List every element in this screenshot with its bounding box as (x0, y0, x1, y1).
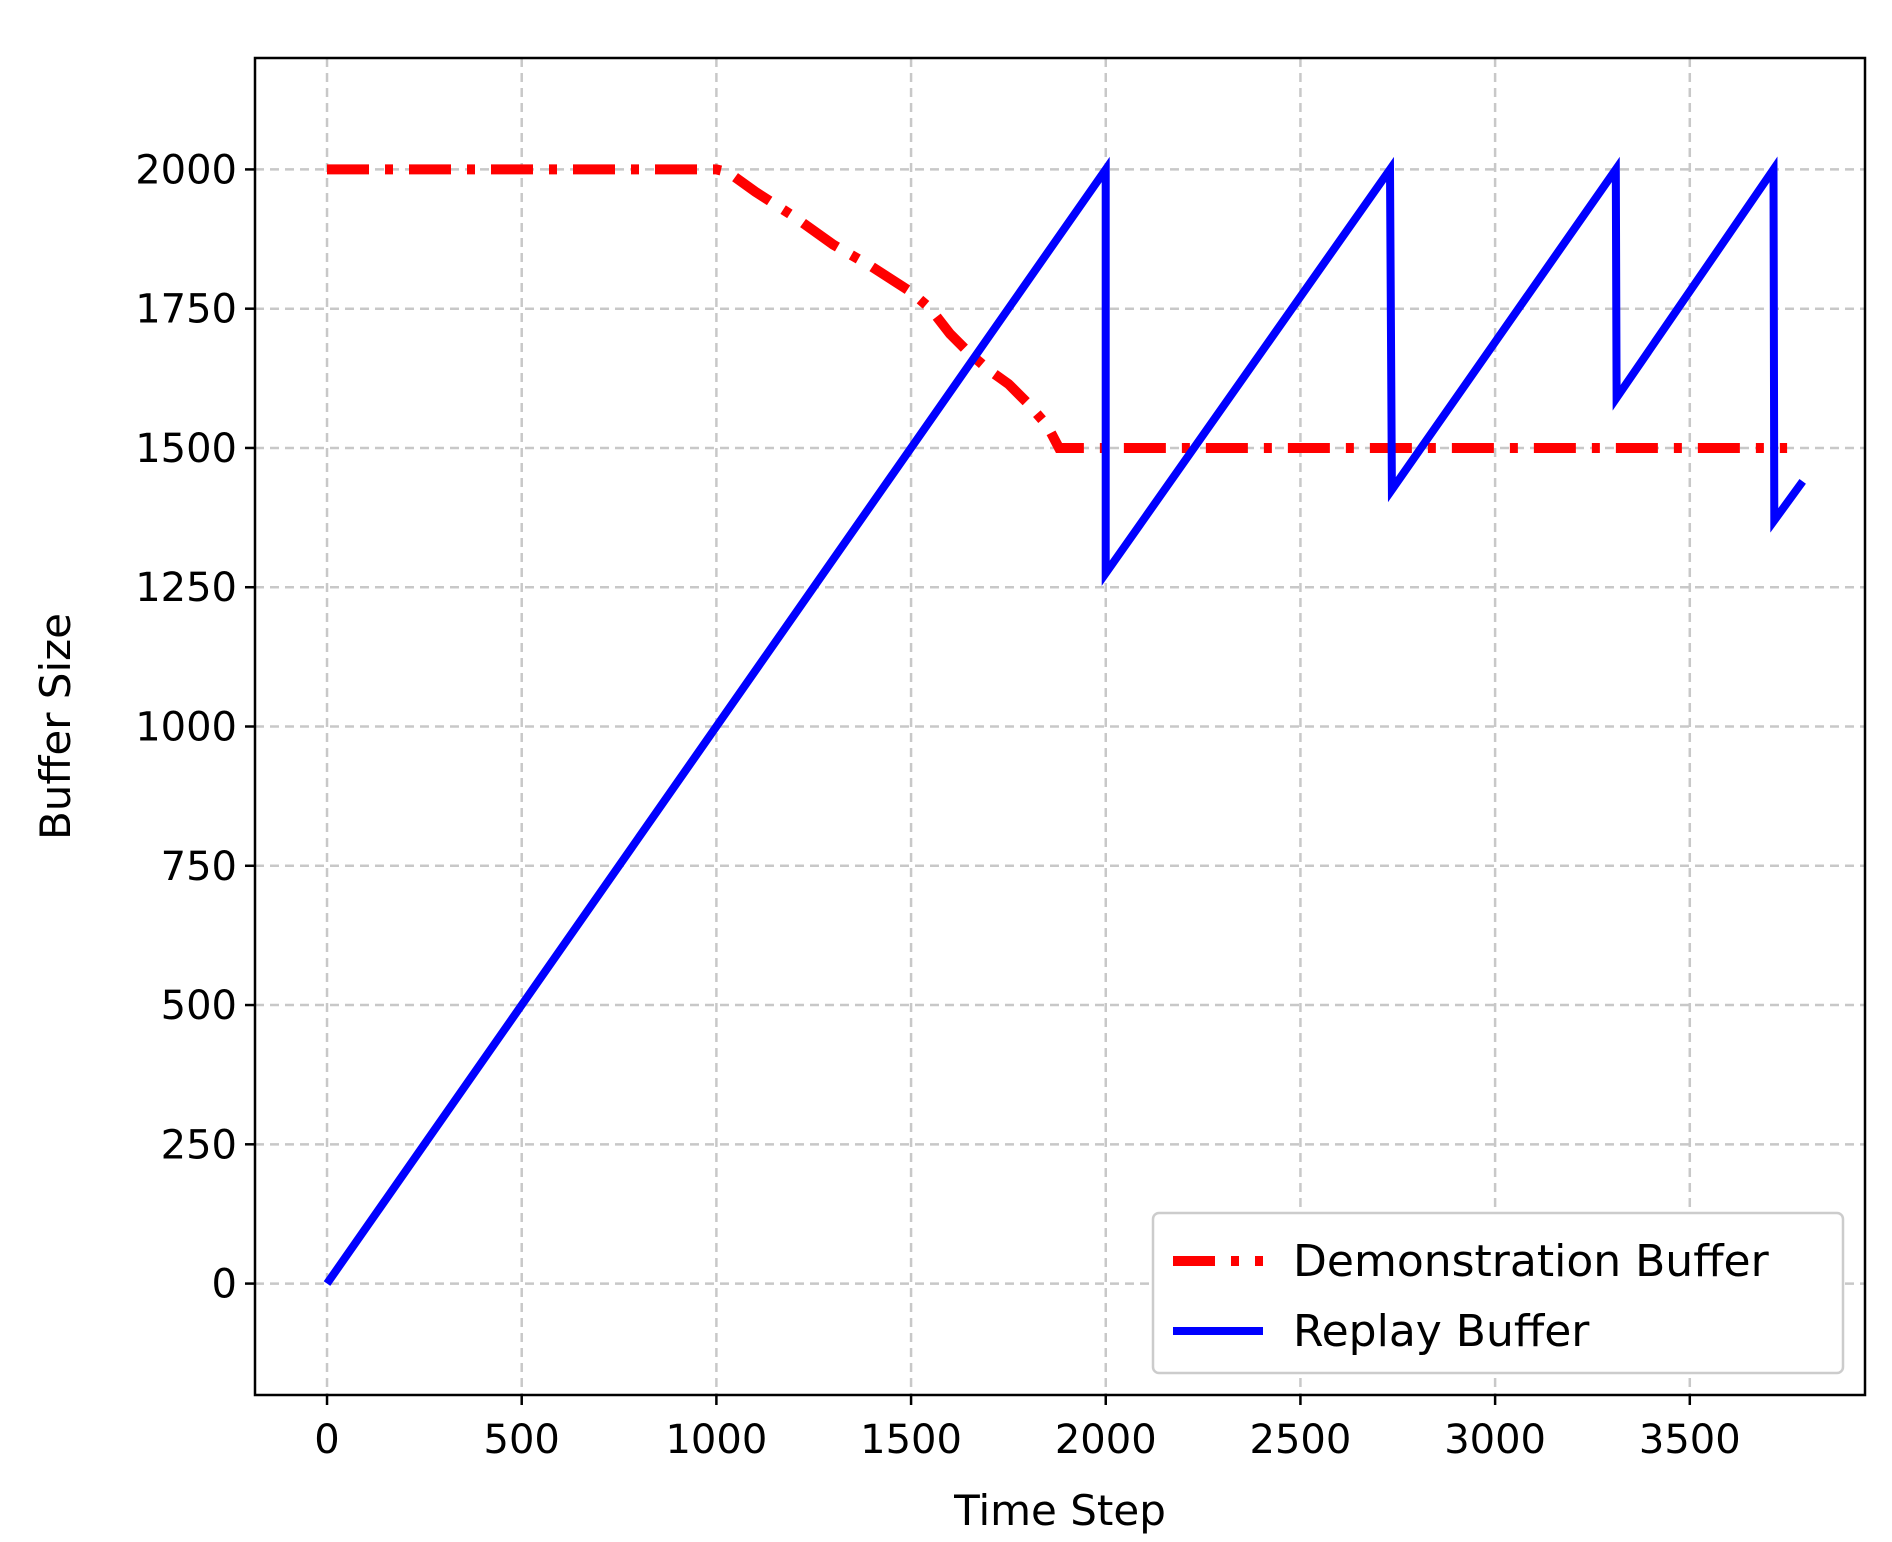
x-tick-label: 1000 (665, 1417, 767, 1463)
x-tick-label: 2000 (1055, 1417, 1157, 1463)
x-tick-label: 500 (484, 1417, 560, 1463)
legend-label-replay-buffer: Replay Buffer (1293, 1306, 1590, 1357)
x-tick-label: 3500 (1639, 1417, 1741, 1463)
series-line-demonstration-buffer (327, 164, 1788, 453)
legend-label-demonstration-buffer: Demonstration Buffer (1293, 1236, 1770, 1287)
y-tick-label: 500 (161, 983, 237, 1029)
y-tick-label: 0 (212, 1262, 237, 1308)
x-tick-label: 2500 (1250, 1417, 1352, 1463)
y-tick-label: 1500 (135, 426, 237, 472)
x-tick-label: 3000 (1444, 1417, 1546, 1463)
y-tick-label: 1250 (135, 565, 237, 611)
y-axis-label: Buffer Size (31, 613, 80, 840)
ticks: 0 500 1000 1500 2000 2500 3000 3500 0 250 500 750 10… (135, 147, 1740, 1463)
x-axis-label: Time Step (953, 1486, 1166, 1535)
y-tick-label: 250 (161, 1122, 237, 1168)
legend: Demonstration Buffer Replay Buffer (1151, 1211, 1845, 1375)
y-tick-label: 750 (161, 844, 237, 890)
x-tick-label: 1500 (860, 1417, 962, 1463)
y-tick-label: 2000 (135, 147, 237, 193)
series-line-replay-buffer (323, 156, 1806, 1286)
legend-box (1151, 1211, 1845, 1375)
y-tick-label: 1750 (135, 287, 237, 333)
x-tick-label: 0 (314, 1417, 339, 1463)
series-layer (323, 156, 1806, 1286)
y-tick-label: 1000 (135, 705, 237, 751)
